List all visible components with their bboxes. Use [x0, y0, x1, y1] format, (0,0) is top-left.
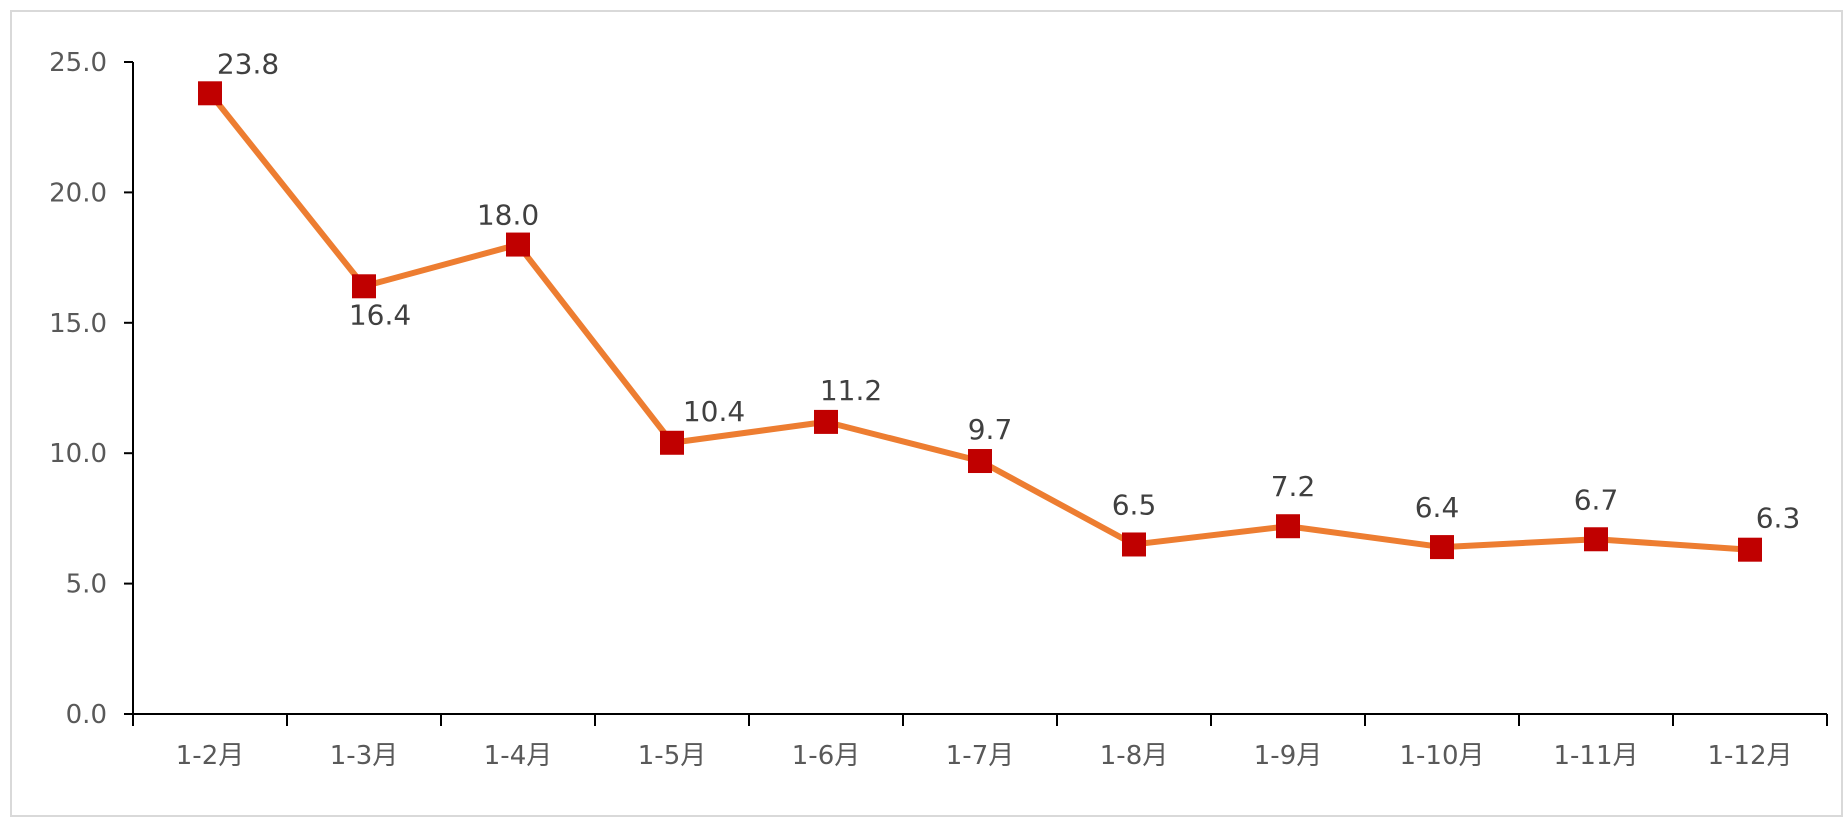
data-label: 16.4 — [349, 298, 411, 331]
y-tick-label: 5.0 — [66, 570, 107, 600]
data-point — [198, 81, 222, 106]
data-point — [506, 232, 530, 257]
data-label: 6.3 — [1756, 502, 1801, 535]
data-point — [1738, 537, 1762, 562]
y-tick-label: 15.0 — [49, 309, 107, 339]
x-tick-label: 1-11月 — [1553, 741, 1638, 771]
x-tick-label: 1-10月 — [1399, 741, 1484, 771]
data-point — [1122, 532, 1146, 557]
x-tick-label: 1-7月 — [946, 741, 1014, 771]
data-point — [660, 430, 684, 455]
chart-frame — [10, 10, 1843, 817]
x-tick-label: 1-5月 — [638, 741, 706, 771]
y-tick-label: 25.0 — [49, 48, 107, 78]
data-label: 11.2 — [820, 374, 882, 407]
data-label: 23.8 — [217, 47, 279, 80]
data-label: 9.7 — [968, 413, 1013, 446]
data-point — [1430, 535, 1454, 560]
data-point — [1584, 527, 1608, 552]
x-tick-label: 1-4月 — [484, 741, 552, 771]
x-tick-label: 1-2月 — [176, 741, 244, 771]
data-label: 6.5 — [1112, 488, 1157, 521]
data-label: 6.7 — [1574, 483, 1619, 516]
data-point — [968, 449, 992, 474]
data-label: 18.0 — [477, 199, 539, 232]
data-point — [1276, 514, 1300, 539]
x-tick-label: 1-8月 — [1100, 741, 1168, 771]
y-tick-label: 10.0 — [49, 439, 107, 469]
x-tick-label: 1-9月 — [1254, 741, 1322, 771]
data-point — [814, 409, 838, 434]
x-tick-label: 1-3月 — [330, 741, 398, 771]
series — [207, 90, 1753, 553]
x-tick-label: 1-6月 — [792, 741, 860, 771]
data-point — [352, 274, 376, 299]
data-label: 7.2 — [1271, 470, 1316, 503]
x-tick-label: 1-12月 — [1707, 741, 1792, 771]
data-labels: 23.8 16.4 18.0 10.4 11.2 9.7 6.5 7.2 6.4 6.7 6.3 — [217, 47, 1800, 534]
y-axis-ticks: 0.0 5.0 10.0 15.0 20.0 25.0 — [49, 48, 133, 730]
data-label: 10.4 — [683, 395, 745, 428]
axes — [132, 62, 1827, 715]
series-line — [207, 90, 1753, 553]
y-tick-label: 0.0 — [66, 700, 107, 730]
x-axis-ticks: 1-2月 1-3月 1-4月 1-5月 1-6月 1-7月 1-8月 1-9月 1-10月 1-1… — [132, 714, 1828, 771]
y-tick-label: 20.0 — [49, 178, 107, 208]
markers — [198, 81, 1762, 562]
data-label: 6.4 — [1415, 491, 1460, 524]
